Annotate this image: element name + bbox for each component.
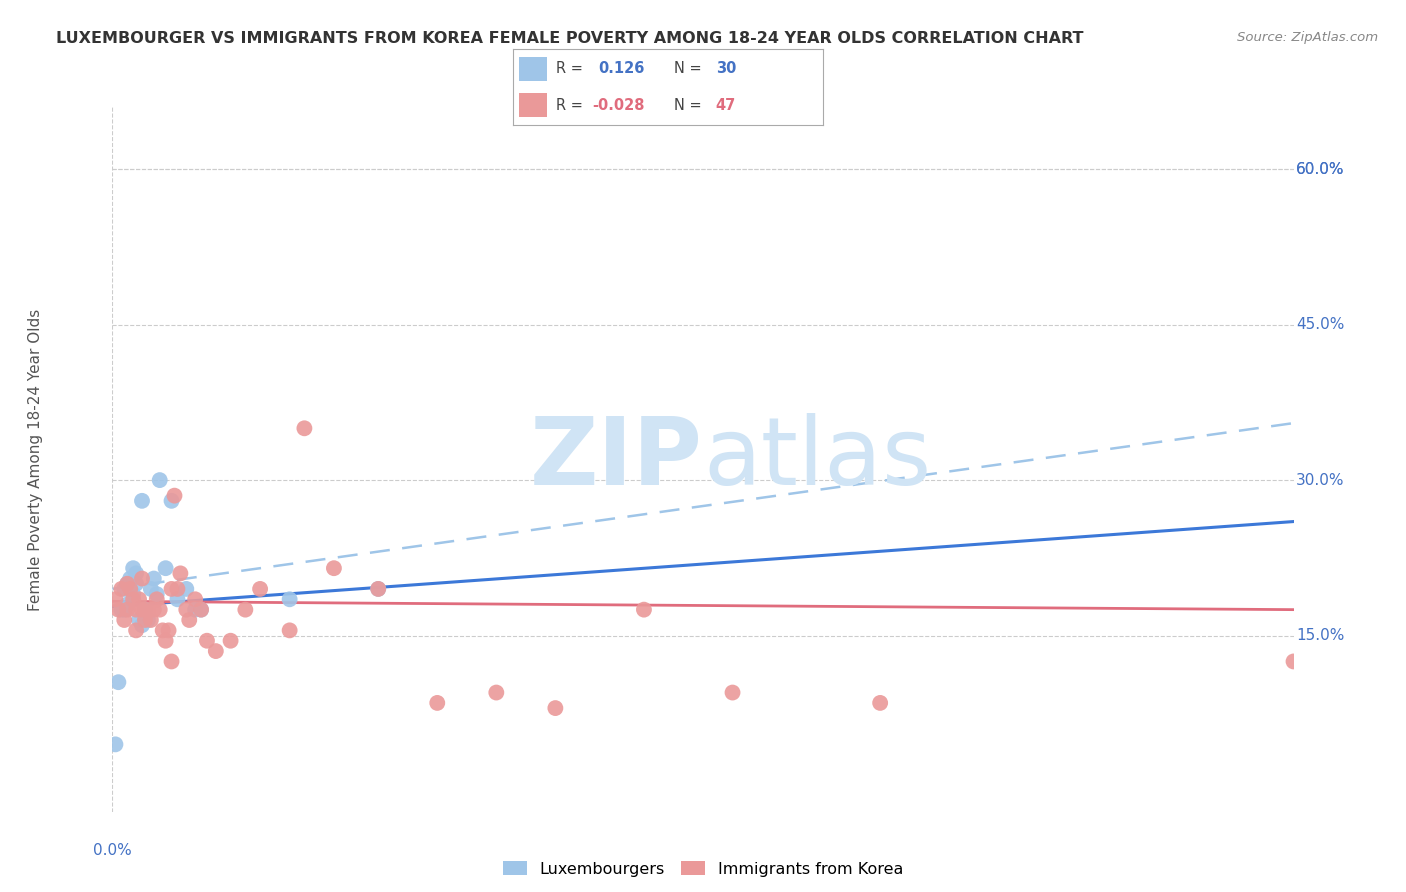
Text: Source: ZipAtlas.com: Source: ZipAtlas.com: [1237, 31, 1378, 45]
Point: [110, 582, 132, 596]
Point: [117, 576, 138, 591]
Point: [122, 592, 145, 607]
Point: [169, 566, 191, 581]
Point: [120, 572, 142, 586]
Text: -0.028: -0.028: [592, 97, 644, 112]
Point: [166, 582, 188, 596]
Legend: Luxembourgers, Immigrants from Korea: Luxembourgers, Immigrants from Korea: [495, 853, 911, 885]
Point: [112, 613, 135, 627]
Point: [134, 602, 156, 616]
Point: [278, 624, 301, 638]
Point: [136, 602, 159, 616]
Text: 60.0%: 60.0%: [1296, 161, 1344, 177]
Point: [160, 493, 183, 508]
Point: [117, 602, 138, 616]
Point: [179, 613, 201, 627]
Point: [205, 644, 228, 658]
Point: [128, 613, 150, 627]
Point: [292, 421, 315, 435]
Text: ZIP: ZIP: [530, 413, 703, 506]
Point: [112, 602, 135, 616]
Point: [125, 602, 148, 616]
Point: [184, 602, 207, 616]
Point: [367, 582, 389, 596]
Point: [157, 624, 180, 638]
Text: atlas: atlas: [703, 413, 931, 506]
Point: [174, 602, 197, 616]
Point: [195, 633, 218, 648]
Point: [131, 493, 153, 508]
Point: [163, 489, 186, 503]
Point: [160, 582, 183, 596]
Point: [131, 602, 153, 616]
Point: [190, 602, 212, 616]
Text: 47: 47: [716, 97, 737, 112]
Point: [112, 582, 135, 596]
Point: [128, 592, 150, 607]
Text: R =: R =: [557, 97, 588, 112]
Point: [174, 582, 197, 596]
Point: [149, 602, 172, 616]
Text: LUXEMBOURGER VS IMMIGRANTS FROM KOREA FEMALE POVERTY AMONG 18-24 YEAR OLDS CORRE: LUXEMBOURGER VS IMMIGRANTS FROM KOREA FE…: [56, 31, 1084, 46]
Point: [155, 633, 177, 648]
Point: [426, 696, 449, 710]
Point: [120, 582, 142, 596]
Text: 15.0%: 15.0%: [1296, 628, 1344, 643]
Point: [117, 576, 138, 591]
Text: 60.0%: 60.0%: [1296, 161, 1344, 177]
Point: [131, 572, 153, 586]
Point: [142, 572, 165, 586]
Point: [485, 685, 508, 699]
Point: [184, 592, 207, 607]
Text: 45.0%: 45.0%: [1296, 318, 1344, 332]
Point: [117, 598, 138, 612]
Point: [146, 592, 169, 607]
Point: [136, 613, 159, 627]
Point: [160, 655, 183, 669]
Point: [139, 613, 162, 627]
Point: [152, 624, 174, 638]
Point: [869, 696, 891, 710]
Text: Female Poverty Among 18-24 Year Olds: Female Poverty Among 18-24 Year Olds: [28, 309, 44, 610]
Point: [107, 675, 129, 690]
Point: [125, 566, 148, 581]
Point: [721, 685, 744, 699]
Point: [120, 582, 142, 596]
Point: [122, 587, 145, 601]
Point: [104, 592, 127, 607]
Text: 0.0%: 0.0%: [93, 844, 132, 858]
Point: [134, 613, 156, 627]
Point: [1282, 655, 1305, 669]
Text: N =: N =: [673, 62, 706, 77]
Point: [323, 561, 346, 575]
Point: [367, 582, 389, 596]
Point: [122, 561, 145, 575]
Point: [149, 473, 172, 487]
Point: [131, 618, 153, 632]
Point: [125, 576, 148, 591]
Text: 30: 30: [716, 62, 737, 77]
Point: [110, 602, 132, 616]
Text: 0.126: 0.126: [599, 62, 644, 77]
Bar: [519, 57, 547, 81]
Text: R =: R =: [557, 62, 588, 77]
Point: [125, 624, 148, 638]
Point: [219, 633, 242, 648]
Point: [107, 602, 129, 616]
Text: N =: N =: [673, 97, 706, 112]
Point: [104, 737, 127, 751]
Point: [544, 701, 567, 715]
Point: [278, 592, 301, 607]
Point: [233, 602, 256, 616]
Text: 30.0%: 30.0%: [1296, 473, 1344, 488]
Point: [166, 592, 188, 607]
Point: [633, 602, 655, 616]
Point: [146, 587, 169, 601]
Point: [249, 582, 271, 596]
Point: [139, 582, 162, 596]
Point: [142, 602, 165, 616]
Bar: [519, 93, 547, 118]
Point: [155, 561, 177, 575]
Point: [190, 602, 212, 616]
